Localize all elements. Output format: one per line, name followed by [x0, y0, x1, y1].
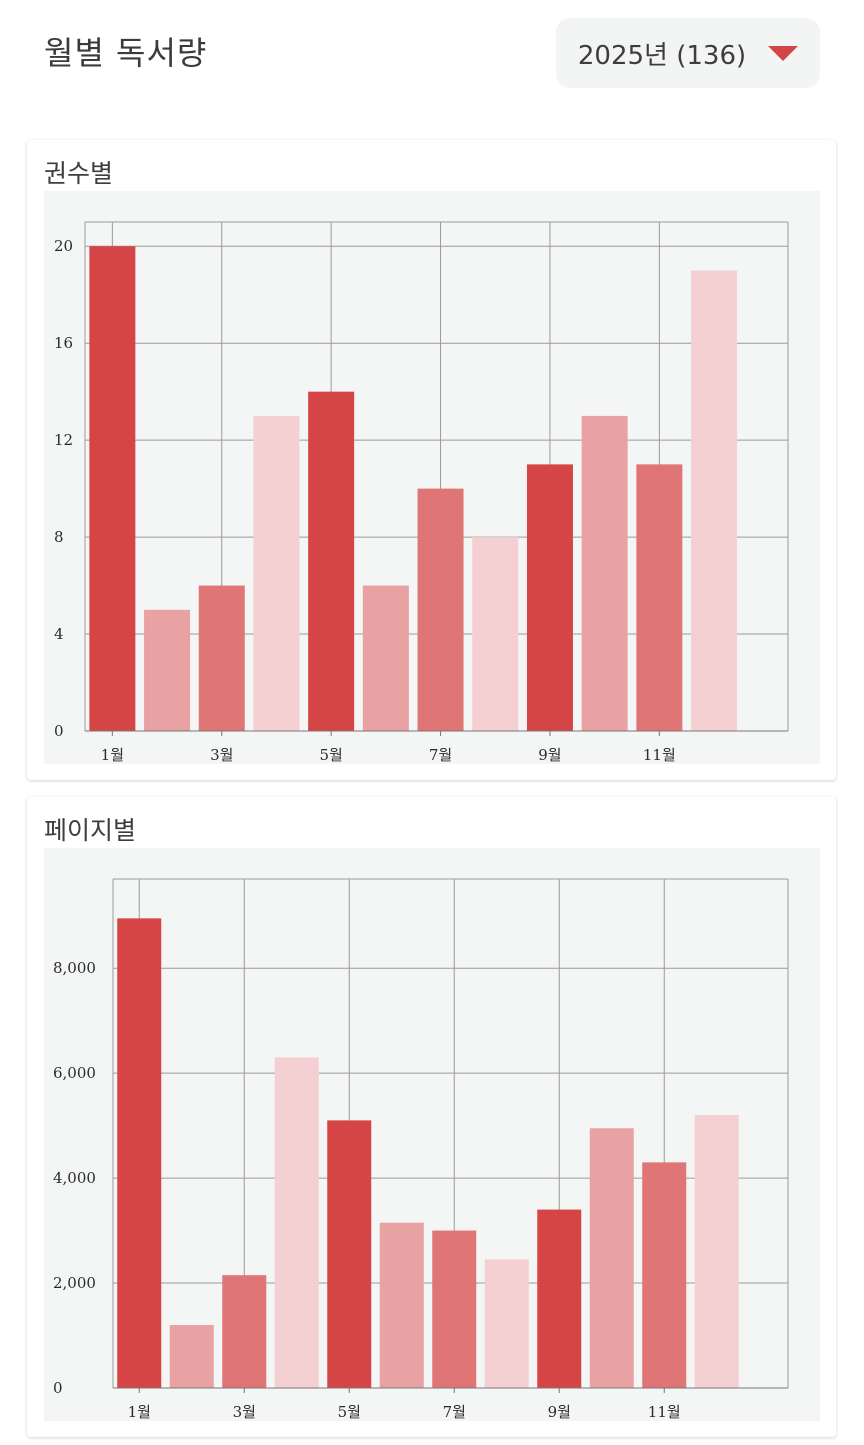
bar-10월 — [589, 1128, 634, 1388]
x-tick-label: 7월 — [429, 746, 452, 764]
x-tick-label: 1월 — [128, 1403, 151, 1421]
page-title: 월별 독서량 — [44, 34, 208, 72]
year-selector-dropdown[interactable]: 2025년 (136) — [556, 18, 820, 88]
bar-3월 — [198, 585, 245, 731]
books-chart: 0 4 8 12 16 20 1월 3월 5월 7월 9월 11월 — [44, 191, 820, 764]
bar-5월 — [327, 1120, 372, 1388]
bar-7월 — [432, 1230, 477, 1388]
bar-4월 — [253, 415, 300, 731]
bar-6월 — [362, 585, 409, 731]
x-tick-label: 9월 — [538, 746, 561, 764]
bar-9월 — [526, 464, 573, 731]
bar-7월 — [417, 488, 464, 731]
bar-2월 — [144, 609, 191, 731]
y-tick-label: 12 — [54, 431, 73, 449]
x-tick-label: 11월 — [643, 746, 676, 764]
bar-3월 — [222, 1275, 267, 1388]
caret-down-icon — [768, 45, 799, 61]
bar-4월 — [274, 1057, 319, 1388]
bar-11월 — [642, 1162, 687, 1388]
pages-chart-card: 페이지별 0 2,000 4,000 6,000 8,000 1월 3월 5월 7월 9월 11월 — [27, 797, 836, 1437]
bar-8월 — [472, 537, 519, 731]
x-tick-label: 3월 — [210, 746, 233, 764]
bar-10월 — [581, 415, 628, 731]
year-selector-label: 2025년 (136) — [577, 40, 747, 71]
books-chart-card: 권수별 0 4 8 12 16 20 1월 3월 5월 7월 9월 11월 — [27, 140, 836, 780]
x-tick-label: 5월 — [319, 746, 342, 764]
y-tick-label: 6,000 — [53, 1064, 96, 1082]
x-tick-label: 1월 — [101, 746, 124, 764]
bar-9월 — [537, 1209, 582, 1388]
bar-8월 — [484, 1259, 529, 1388]
y-tick-label: 16 — [54, 334, 73, 352]
books-chart-title: 권수별 — [44, 159, 114, 188]
bar-2월 — [169, 1325, 214, 1388]
bar-12월 — [691, 270, 738, 731]
x-tick-label: 11월 — [648, 1403, 681, 1421]
y-tick-label: 0 — [53, 1379, 63, 1397]
bar-1월 — [117, 918, 162, 1388]
x-tick-label: 7월 — [443, 1403, 466, 1421]
x-tick-label: 5월 — [338, 1403, 361, 1421]
bar-6월 — [379, 1222, 424, 1388]
y-tick-label: 20 — [54, 237, 73, 255]
pages-chart-title: 페이지별 — [44, 816, 137, 845]
x-tick-label: 9월 — [548, 1403, 571, 1421]
pages-chart: 0 2,000 4,000 6,000 8,000 1월 3월 5월 7월 9월 11월 — [44, 848, 820, 1421]
bar-11월 — [636, 464, 683, 731]
bar-12월 — [694, 1115, 739, 1388]
y-tick-label: 4 — [54, 625, 64, 643]
bar-1월 — [89, 246, 136, 731]
y-tick-label: 2,000 — [53, 1274, 96, 1292]
y-tick-label: 8 — [54, 528, 64, 546]
x-tick-label: 3월 — [233, 1403, 256, 1421]
bar-5월 — [308, 391, 355, 731]
y-tick-label: 0 — [54, 722, 64, 740]
y-tick-label: 4,000 — [53, 1169, 96, 1187]
y-tick-label: 8,000 — [53, 959, 96, 977]
